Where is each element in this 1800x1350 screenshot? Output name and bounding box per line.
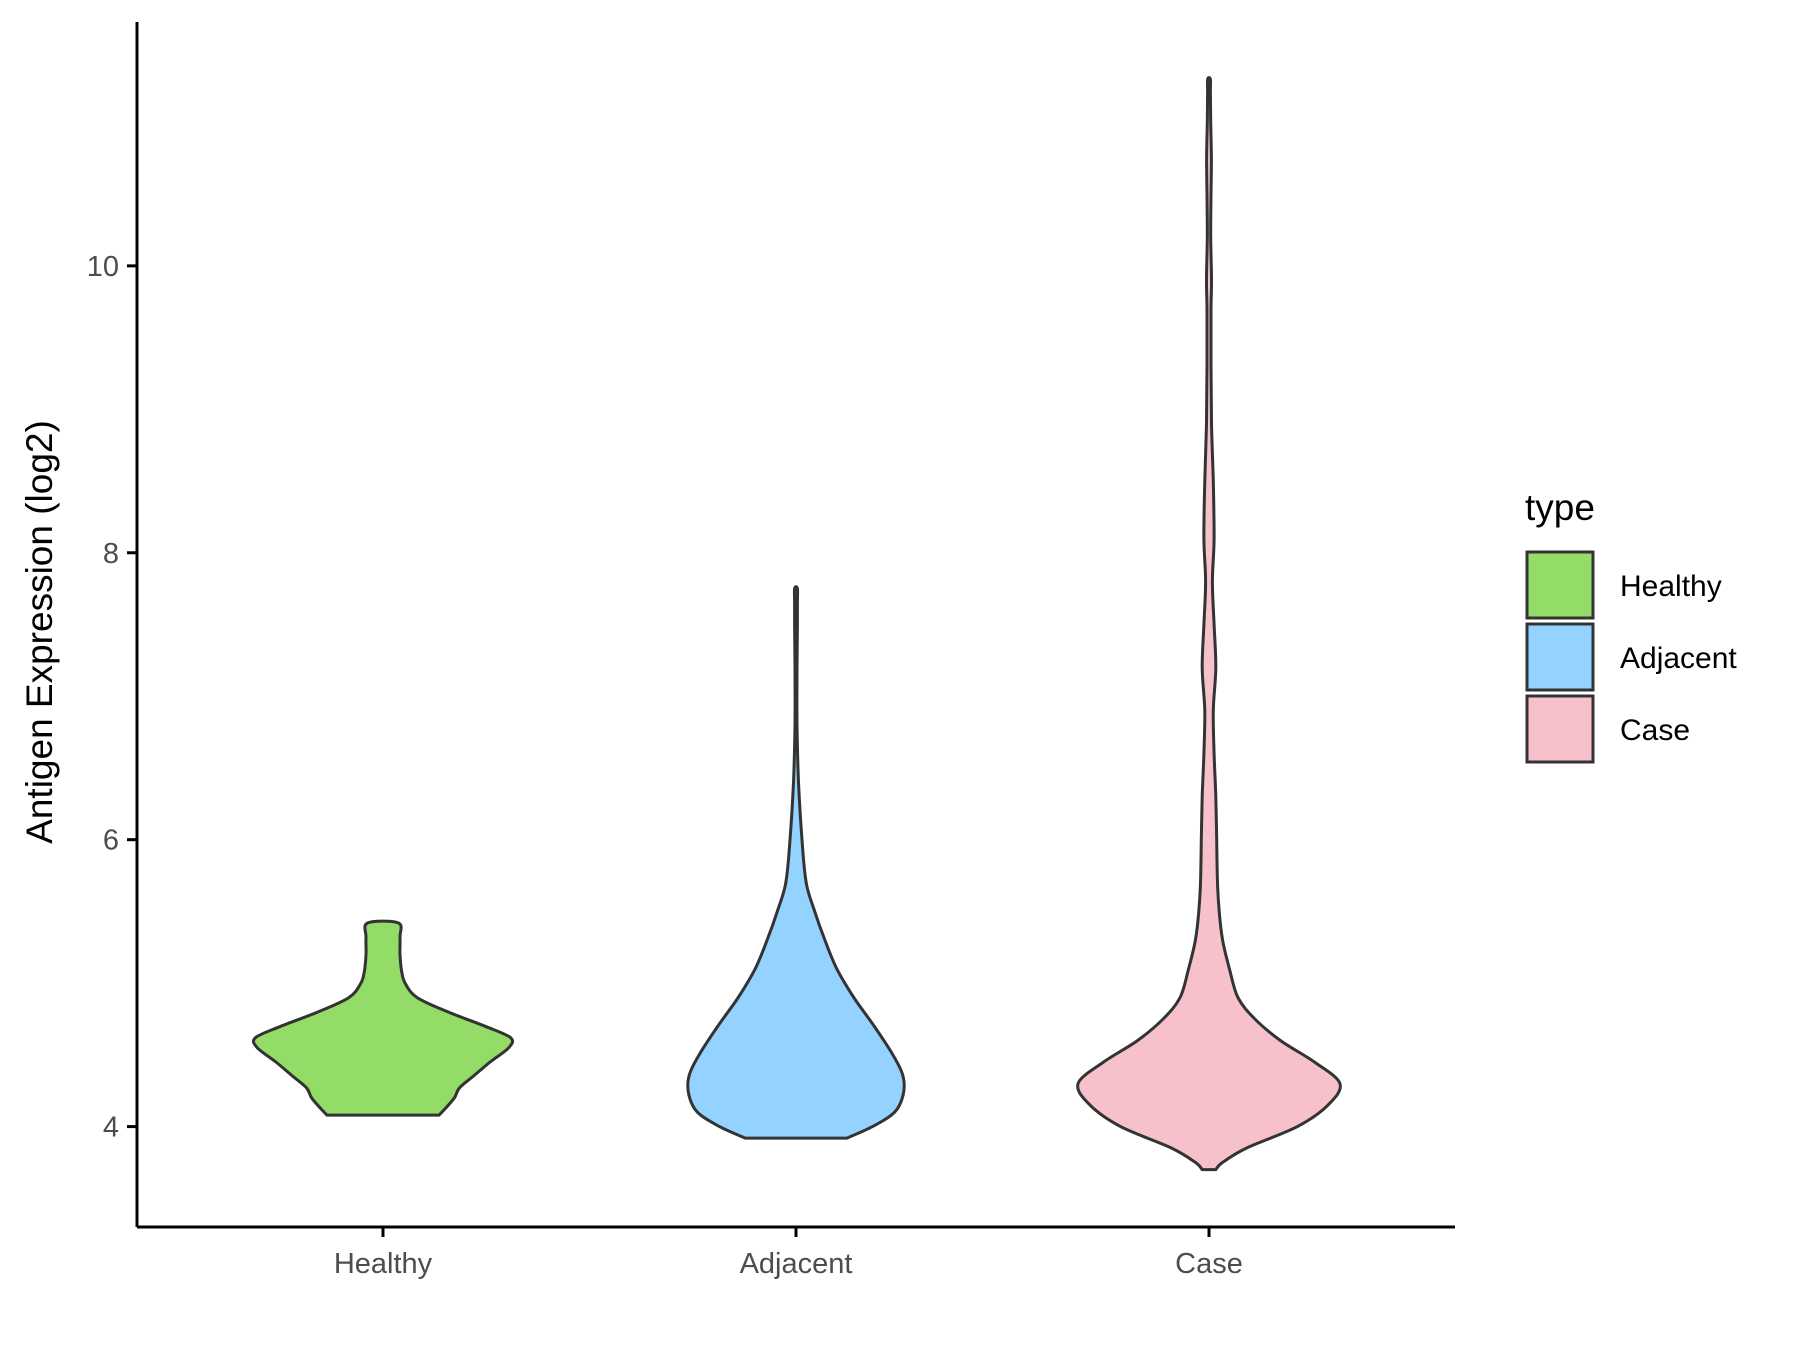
legend-title: type <box>1525 487 1595 528</box>
legend-swatch-healthy <box>1525 550 1595 620</box>
legend-swatch-adjacent <box>1525 622 1595 692</box>
x-ticks: Healthy Adjacent Case <box>334 1227 1243 1280</box>
axes: 4 6 8 10 Healthy Adjacent Case <box>87 22 1455 1280</box>
y-tick-label: 4 <box>103 1112 119 1144</box>
legend-swatch-case <box>1525 694 1595 764</box>
legend: type Healthy Adjacent Case <box>1525 487 1737 764</box>
legend-items: Healthy Adjacent Case <box>1525 550 1737 764</box>
legend-label-adjacent: Adjacent <box>1620 642 1737 675</box>
violin-layer <box>251 76 1342 1172</box>
legend-label-case: Case <box>1620 714 1690 747</box>
x-tick-label: Case <box>1175 1248 1243 1280</box>
violin-case <box>1076 76 1342 1172</box>
y-ticks: 4 6 8 10 <box>87 251 137 1144</box>
x-tick-label: Healthy <box>334 1248 433 1280</box>
violin-adjacent <box>686 585 906 1140</box>
y-axis-title: Antigen Expression (log2) <box>19 420 60 844</box>
legend-label-healthy: Healthy <box>1620 570 1722 603</box>
x-tick-label: Adjacent <box>740 1248 853 1280</box>
violin-healthy <box>251 919 515 1117</box>
y-tick-label: 6 <box>103 825 119 857</box>
y-tick-label: 8 <box>103 538 119 570</box>
y-tick-label: 10 <box>87 251 119 283</box>
